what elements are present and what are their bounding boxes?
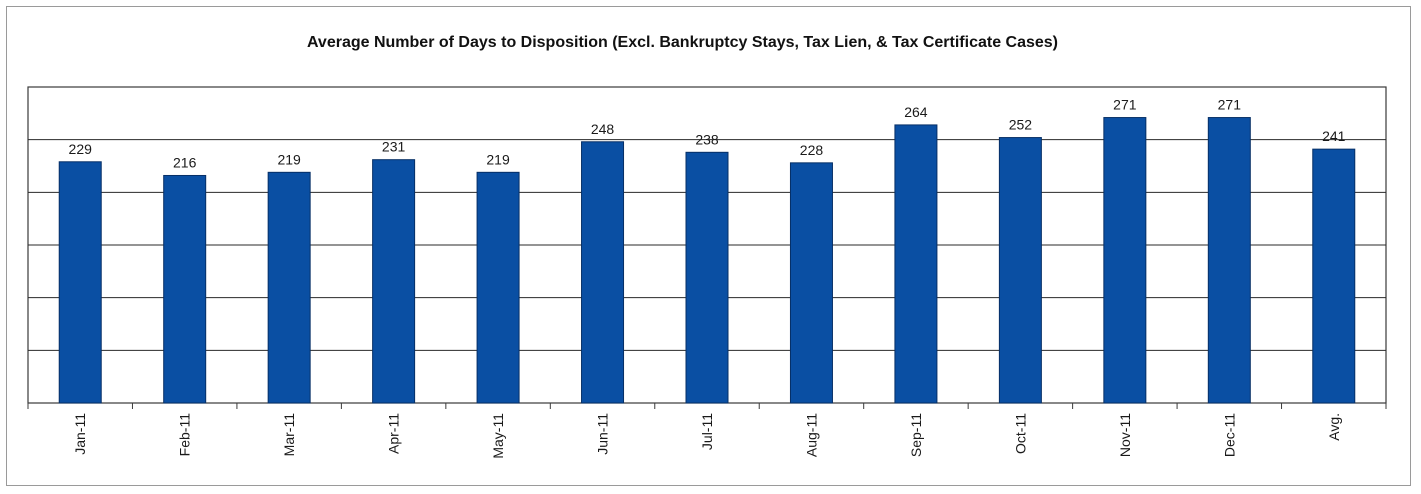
data-label: 238 <box>695 131 719 147</box>
data-label: 271 <box>1218 97 1242 113</box>
bar <box>789 162 833 404</box>
x-tick-label: Dec-11 <box>1221 413 1237 457</box>
bar <box>1312 148 1356 404</box>
x-tick-label: Jun-11 <box>595 413 611 455</box>
data-label: 264 <box>904 104 928 120</box>
data-label: 248 <box>591 121 615 137</box>
bar <box>685 151 729 404</box>
x-tick-label: Jul-11 <box>699 413 715 450</box>
x-tick-label: Sep-11 <box>908 413 924 457</box>
bar <box>372 159 416 404</box>
bar <box>58 161 102 404</box>
data-label: 219 <box>486 151 510 167</box>
x-tick-label: Oct-11 <box>1012 413 1028 454</box>
bar <box>581 141 625 404</box>
x-tick-label: Feb-11 <box>177 413 193 457</box>
bar <box>476 171 520 404</box>
x-tick-label: Jan-11 <box>72 413 88 455</box>
bar <box>1103 117 1147 404</box>
x-tick-label: Apr-11 <box>386 413 402 454</box>
x-tick-label: Avg. <box>1326 413 1342 441</box>
bar <box>894 124 938 404</box>
data-label: 229 <box>69 141 93 157</box>
bar <box>1207 117 1251 404</box>
data-label: 228 <box>800 142 824 158</box>
x-tick-label: Mar-11 <box>281 413 297 457</box>
bar <box>267 171 311 404</box>
x-tick-label: Nov-11 <box>1117 413 1133 457</box>
x-tick-label: Aug-11 <box>803 413 819 457</box>
chart-title: Average Number of Days to Disposition (E… <box>306 34 1059 51</box>
data-label: 219 <box>277 151 301 167</box>
bar <box>163 174 207 404</box>
data-label: 271 <box>1113 97 1137 113</box>
x-tick-label: May-11 <box>490 413 506 459</box>
data-label: 216 <box>173 154 197 170</box>
data-label: 241 <box>1322 128 1346 144</box>
data-label: 231 <box>382 139 406 155</box>
data-label: 252 <box>1009 117 1033 133</box>
bar <box>998 137 1042 404</box>
